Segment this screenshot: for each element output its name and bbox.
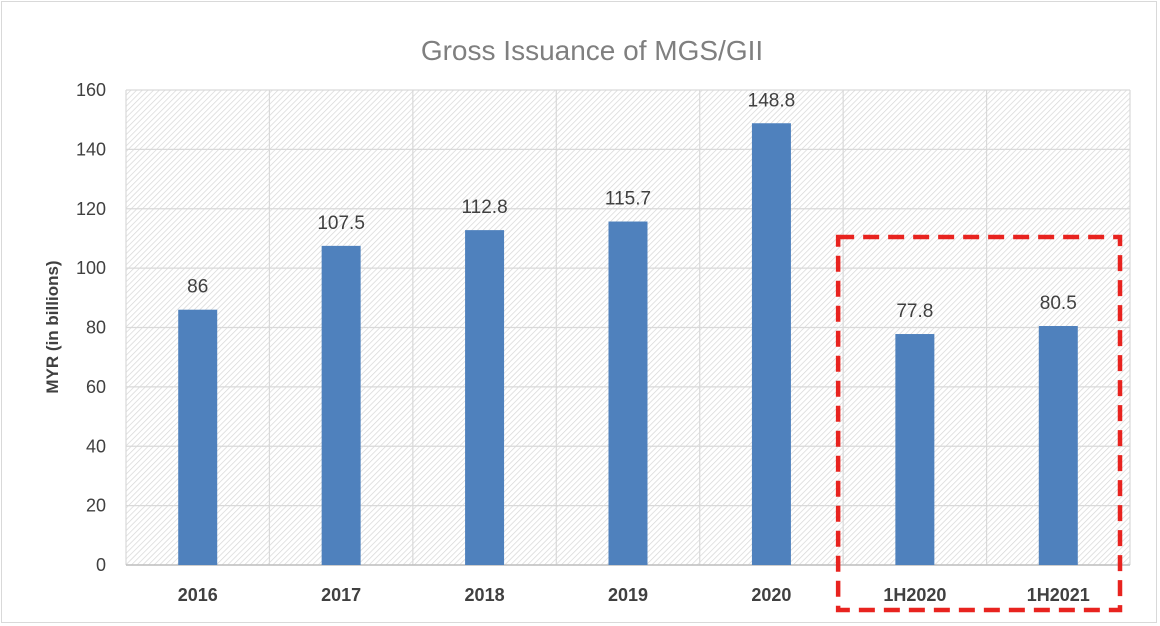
y-tick-label: 20 [86, 496, 106, 516]
bar-1h2021 [1038, 326, 1078, 565]
y-tick-label: 0 [96, 555, 106, 575]
y-tick-label: 140 [76, 139, 106, 159]
y-tick-label: 60 [86, 377, 106, 397]
y-axis-ticks: 0 20 40 60 80 100 120 140 160 [76, 80, 106, 575]
x-tick-label: 2019 [608, 585, 648, 605]
data-label: 115.7 [605, 189, 651, 210]
bar-2018 [465, 230, 505, 565]
x-tick-label: 2017 [321, 585, 361, 605]
bar-2017 [321, 245, 361, 565]
bars [178, 123, 1078, 565]
highlight-box [835, 234, 1123, 613]
x-tick-label: 1H2021 [1027, 585, 1090, 605]
data-label: 148.8 [748, 90, 796, 111]
x-axis-ticks: 2016 2017 2018 2019 2020 1H2020 1H2021 [178, 585, 1090, 605]
data-label: 80.5 [1040, 293, 1077, 314]
x-tick-label: 2018 [465, 585, 505, 605]
bar-2020 [751, 123, 791, 565]
x-tick-label: 1H2020 [883, 585, 946, 605]
bar-2019 [608, 221, 648, 565]
x-tick-label: 2020 [751, 585, 791, 605]
y-tick-label: 40 [86, 436, 106, 456]
data-label: 112.8 [462, 197, 508, 218]
y-tick-label: 100 [76, 258, 106, 278]
chart-title: Gross Issuance of MGS/GII [421, 35, 763, 66]
data-labels: 86 107.5 112.8 115.7 148.8 77.8 80.5 [187, 90, 1077, 322]
x-tick-label: 2016 [178, 585, 218, 605]
y-axis-label: MYR (in billions) [43, 260, 62, 393]
data-label: 77.8 [896, 301, 933, 322]
y-tick-label: 120 [76, 199, 106, 219]
bar-2016 [178, 309, 218, 565]
y-tick-label: 80 [86, 318, 106, 338]
bar-1h2020 [895, 334, 935, 565]
y-tick-label: 160 [76, 80, 106, 100]
data-label: 107.5 [317, 213, 365, 234]
data-label: 86 [187, 277, 208, 298]
